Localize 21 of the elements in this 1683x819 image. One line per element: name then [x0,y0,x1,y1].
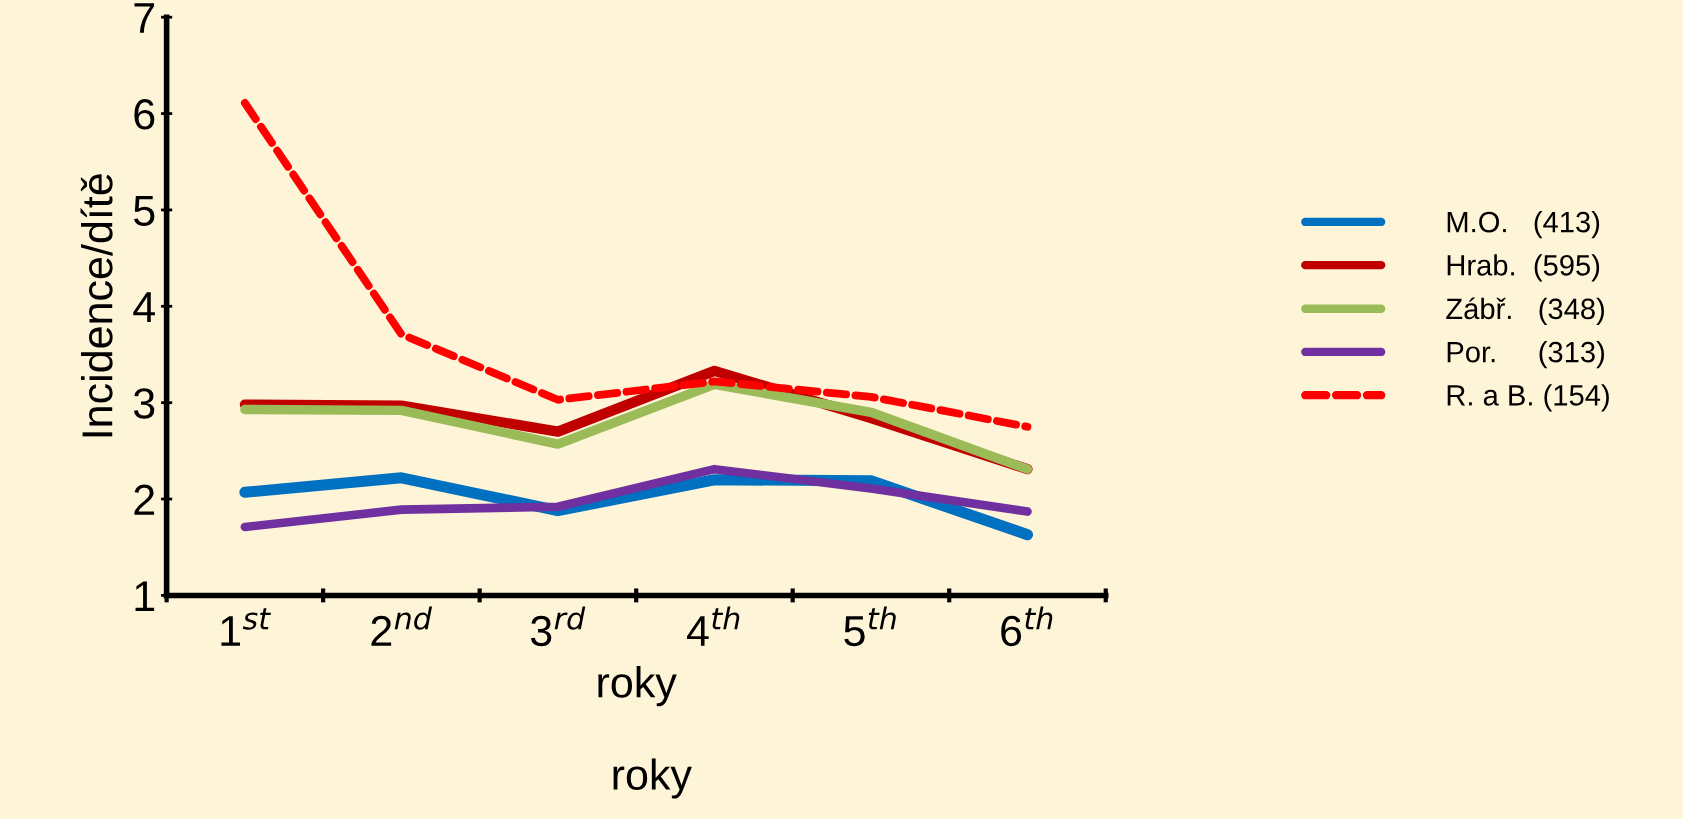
y-tick-label: 7 [134,3,155,33]
text: roky [613,758,692,799]
x-axis-title: roky [598,666,677,707]
x-tick-label: 4$^{th}$ [687,606,740,646]
legend-label: Hrab. (595) [1447,254,1600,282]
y-tick-label: 5 [133,195,155,226]
legend-label: Zábř. (348) [1446,297,1604,325]
x-tick-label: 1$^{st}$ [221,608,271,646]
x-tick-label: 6$^{th}$ [1001,606,1053,647]
y-tick-label: 6 [134,99,155,130]
legend-label: M.O. (413) [1447,211,1600,239]
y-tick-label: 2 [134,484,155,515]
y-axis-title: Incidence/dítě [80,174,113,437]
legend-label: R. a B. (154) [1447,384,1609,412]
legend-label: Por. (313) [1447,341,1605,369]
x-tick-label: 3$^{rd}$ [530,606,586,647]
y-tick-label: 3 [133,388,155,419]
y-tick-label: 1 [135,581,155,612]
x-tick-label: 5$^{th}$ [844,606,896,647]
y-tick-label: 4 [133,292,155,322]
x-tick-label: 2$^{nd}$ [371,606,433,646]
